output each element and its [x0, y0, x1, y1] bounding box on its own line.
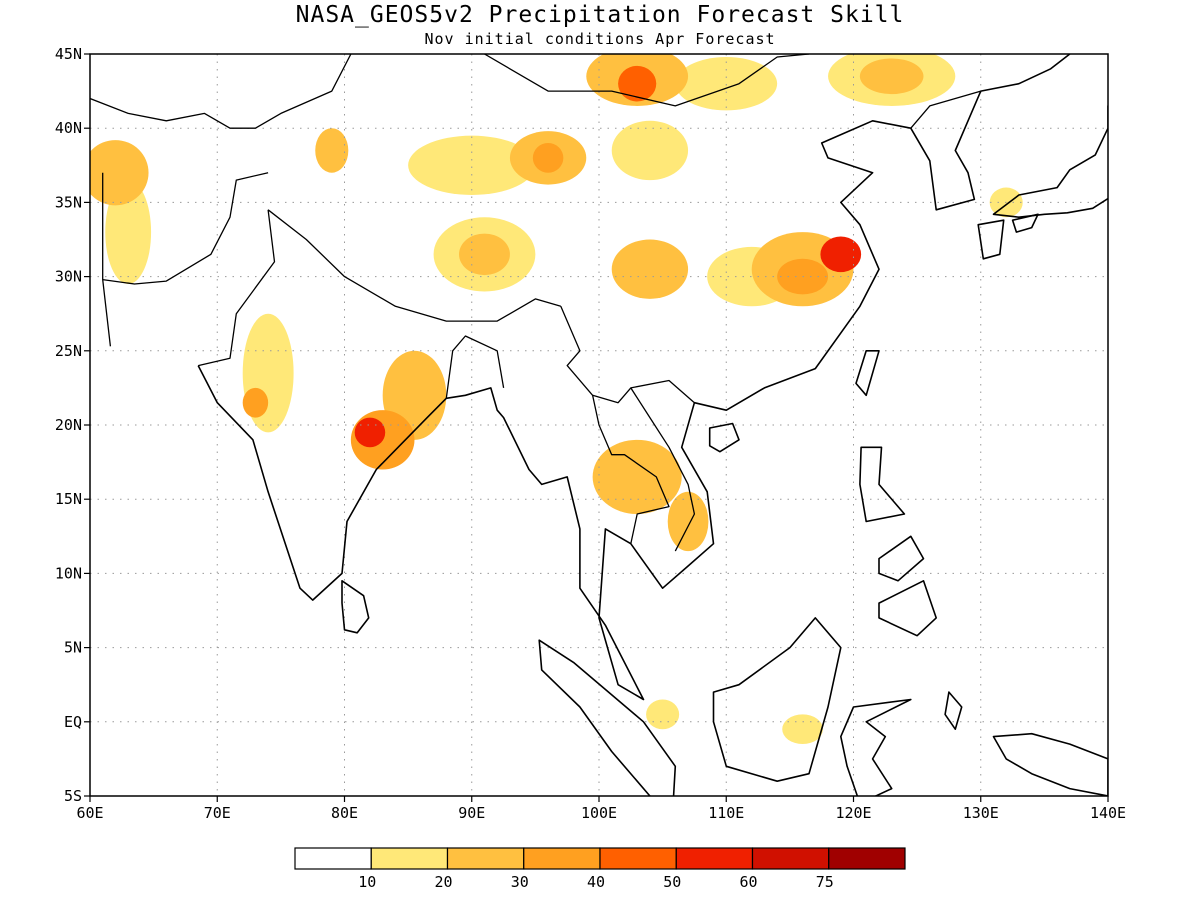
island-japan-kyushu — [977, 219, 1005, 260]
border-china-mongolia — [483, 54, 810, 107]
skill-region — [611, 120, 689, 181]
x-tick-label: 110E — [708, 804, 744, 822]
island-luzon — [859, 446, 906, 523]
y-tick-label: 35N — [55, 193, 82, 211]
colorbar-swatch — [446, 847, 525, 870]
y-tick-label: 10N — [55, 564, 82, 582]
border-vietnam-laos — [630, 387, 696, 552]
colorbar-swatch — [675, 847, 754, 870]
colorbar-label: 20 — [434, 873, 452, 891]
y-tick-label: 5S — [64, 787, 82, 805]
y-tick-label: 45N — [55, 45, 82, 63]
x-tick-label: 90E — [458, 804, 485, 822]
skill-region — [782, 714, 823, 745]
skill-region — [105, 180, 152, 285]
y-tick-label: 20N — [55, 416, 82, 434]
island-halmahera — [944, 691, 963, 730]
skill-region — [90, 140, 149, 206]
x-tick-label: 70E — [204, 804, 231, 822]
border-afghanistan — [102, 172, 269, 285]
skill-region — [315, 128, 349, 173]
island-mindanao — [878, 580, 937, 637]
colorbar-swatch — [751, 847, 830, 870]
colorbar-label: 50 — [663, 873, 681, 891]
island-taiwan — [855, 350, 880, 397]
colorbar-label: 10 — [358, 873, 376, 891]
skill-region — [592, 439, 682, 515]
border-pakistan-india — [198, 209, 276, 367]
island-sulawesi — [840, 698, 912, 796]
x-tick-label: 120E — [835, 804, 871, 822]
skill-region — [675, 56, 778, 111]
colorbar-label: 60 — [739, 873, 757, 891]
colorbar-label: 30 — [511, 873, 529, 891]
chart-title: NASA_GEOS5v2 Precipitation Forecast Skil… — [296, 2, 905, 28]
island-sri-lanka — [341, 580, 370, 634]
axis-ticks: 60E 70E 80E 90E 100E 110E 120E 130E 140E 45N 40N 35… — [55, 45, 1126, 822]
skill-shading-layer — [90, 54, 1023, 745]
y-tick-label: 15N — [55, 490, 82, 508]
colorbar-swatch — [370, 847, 449, 870]
skill-region — [611, 239, 689, 299]
colorbar-swatch — [599, 847, 677, 870]
skill-region — [459, 233, 510, 276]
skill-region — [820, 236, 862, 273]
gridlines — [90, 54, 1108, 796]
skill-region — [354, 417, 386, 448]
border-thailand-laos — [591, 395, 670, 544]
island-japan-honshu — [992, 105, 1108, 218]
y-tick-label: EQ — [64, 713, 82, 731]
colorbar-label: 75 — [816, 873, 834, 891]
border-central-asia — [90, 54, 352, 129]
skill-region — [859, 58, 924, 95]
border-himalaya — [267, 209, 561, 322]
colorbar-swatch — [294, 847, 372, 870]
colorbar-label: 40 — [587, 873, 605, 891]
border-korea — [910, 90, 981, 129]
skill-region — [242, 387, 269, 418]
x-tick-label: 140E — [1090, 804, 1126, 822]
skill-region — [618, 65, 657, 102]
colorbar-swatch — [828, 847, 906, 870]
border-china-myanmar — [560, 306, 695, 404]
x-tick-label: 130E — [963, 804, 999, 822]
y-tick-label: 25N — [55, 342, 82, 360]
border-iran — [102, 172, 112, 347]
y-tick-label: 30N — [55, 268, 82, 286]
island-sumatra — [538, 639, 677, 796]
x-tick-label: 100E — [581, 804, 617, 822]
border-bangladesh — [445, 335, 505, 399]
island-visayas — [878, 535, 925, 582]
y-tick-label: 40N — [55, 119, 82, 137]
skill-region — [646, 699, 680, 730]
island-borneo — [712, 617, 842, 782]
island-new-guinea — [992, 732, 1108, 796]
skill-region — [408, 135, 536, 195]
chart-subtitle: Nov initial conditions Apr Forecast — [424, 30, 775, 48]
skill-region — [667, 491, 709, 552]
colorbar-legend: 10 20 30 40 50 60 75 — [294, 847, 906, 891]
y-tick-label: 5N — [64, 639, 82, 657]
island-hainan — [708, 422, 740, 453]
coastline-india — [197, 54, 1071, 701]
coastline-layer — [90, 54, 1108, 796]
x-tick-label: 60E — [76, 804, 103, 822]
skill-region — [532, 143, 564, 173]
colorbar-swatch — [523, 847, 601, 870]
x-tick-label: 80E — [331, 804, 358, 822]
